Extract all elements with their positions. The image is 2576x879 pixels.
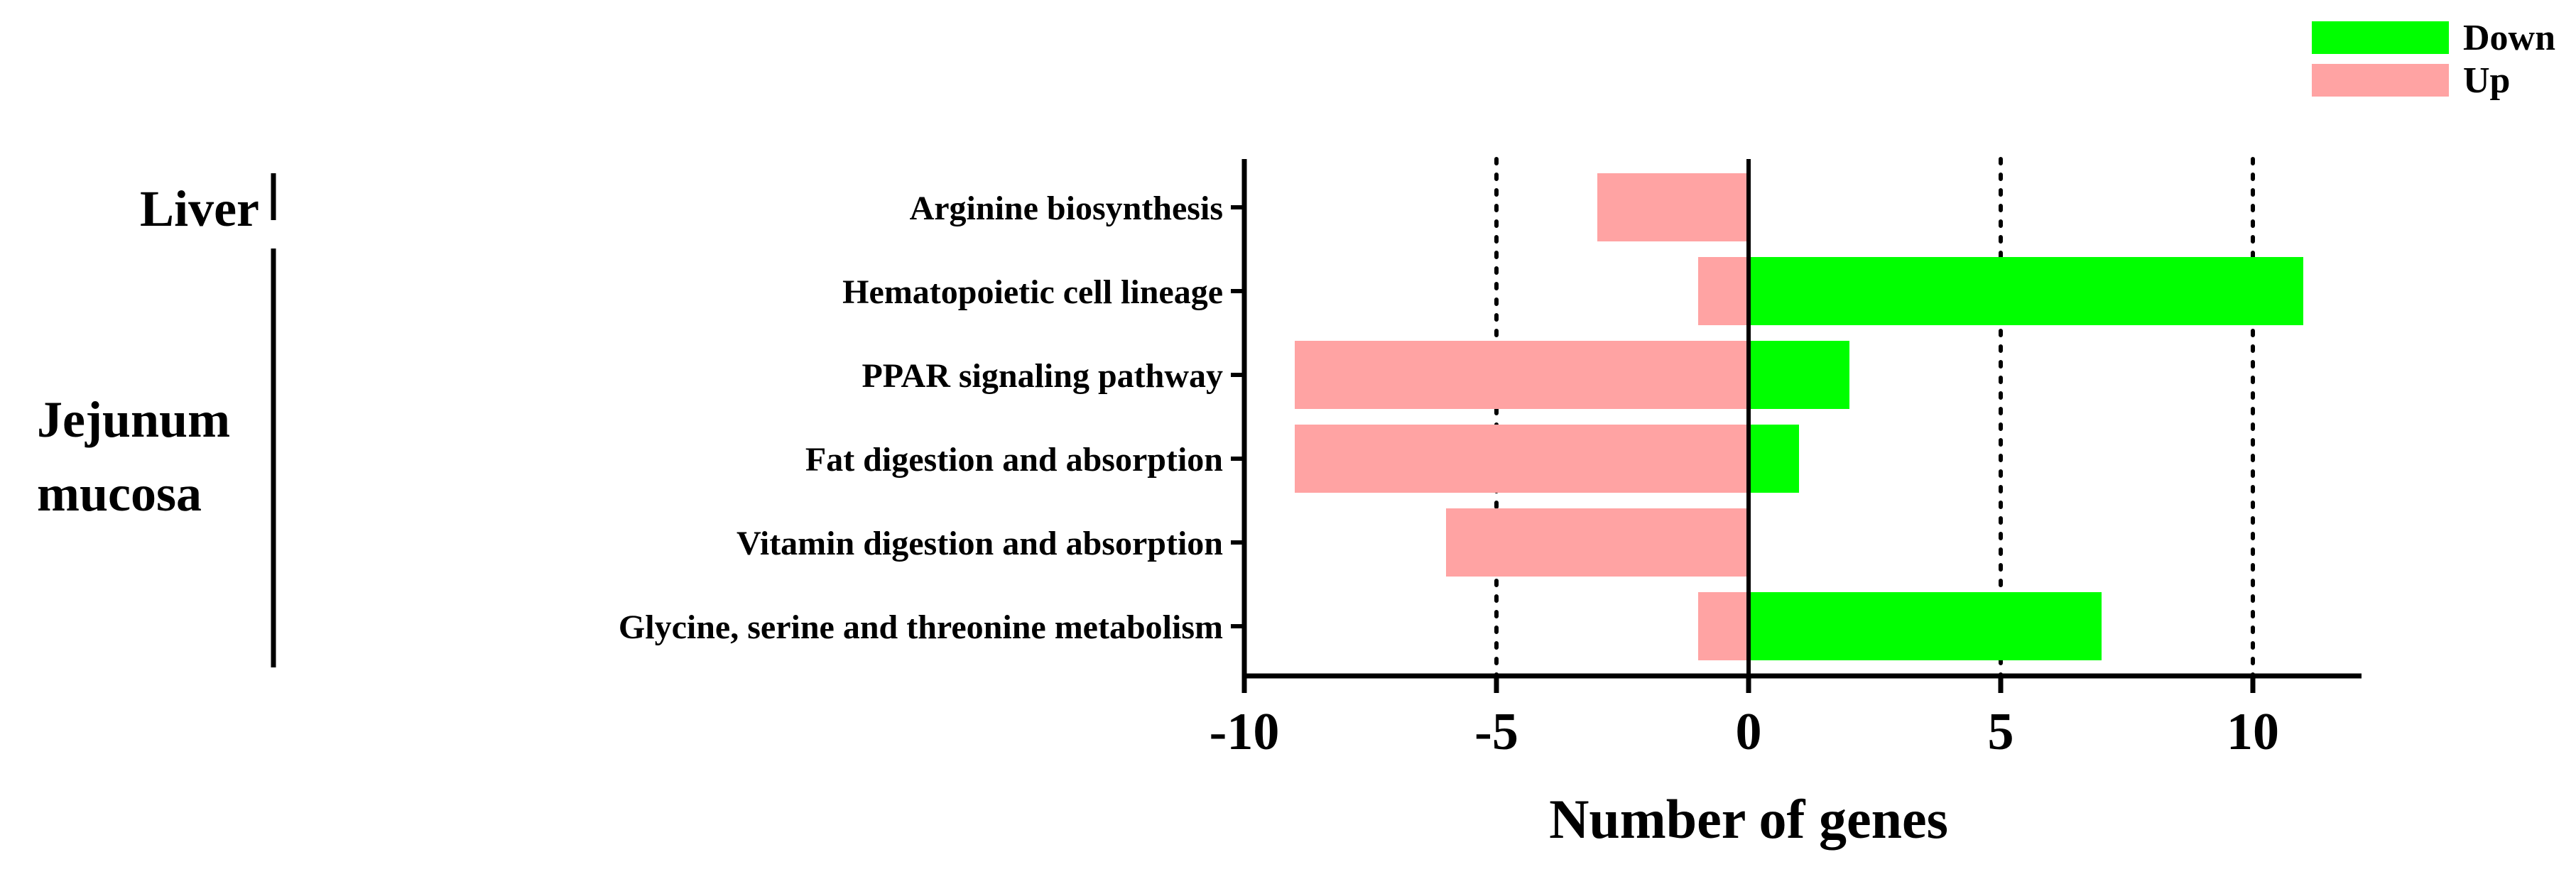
category-label: Fat digestion and absorption bbox=[805, 441, 1223, 479]
bar-up bbox=[1295, 425, 1749, 493]
category-label: PPAR signaling pathway bbox=[862, 357, 1223, 395]
x-tick-label: 10 bbox=[2227, 703, 2279, 761]
x-tick-label: -10 bbox=[1210, 703, 1280, 761]
bar-up bbox=[1295, 341, 1749, 409]
group-label: mucosa bbox=[37, 465, 202, 522]
x-tick-label: 0 bbox=[1736, 703, 1762, 761]
category-label: Hematopoietic cell lineage bbox=[842, 273, 1223, 311]
group-label: Liver bbox=[140, 180, 259, 237]
legend-label-up: Up bbox=[2463, 60, 2510, 101]
x-tick-label: 5 bbox=[1988, 703, 2014, 761]
x-ticks: -10 -5 0 5 10 bbox=[1210, 676, 2279, 761]
group-label: Jejunum bbox=[37, 391, 230, 448]
bar-up bbox=[1698, 257, 1749, 325]
x-axis-title: Number of genes bbox=[1549, 788, 1948, 850]
bar-down bbox=[1749, 592, 2102, 660]
legend-label-down: Down bbox=[2463, 18, 2555, 58]
category-label: Arginine biosynthesis bbox=[910, 190, 1223, 227]
category-labels: Arginine biosynthesis Hematopoietic cell … bbox=[619, 190, 1223, 646]
legend-swatch-down bbox=[2312, 21, 2449, 54]
legend-swatch-up bbox=[2312, 64, 2449, 97]
bar-up bbox=[1698, 592, 1749, 660]
category-label: Glycine, serine and threonine metabolism bbox=[619, 608, 1223, 646]
x-tick-label: -5 bbox=[1474, 703, 1518, 761]
bar-down bbox=[1749, 341, 1849, 409]
category-label: Vitamin digestion and absorption bbox=[737, 525, 1223, 562]
bar-down bbox=[1749, 425, 1799, 493]
bars bbox=[1295, 173, 2303, 660]
group-labels: Liver Jejunum mucosa bbox=[37, 173, 276, 667]
bar-up bbox=[1446, 508, 1749, 577]
bar-up bbox=[1597, 173, 1749, 241]
axes bbox=[1231, 159, 2362, 679]
bar-down bbox=[1749, 257, 2303, 325]
